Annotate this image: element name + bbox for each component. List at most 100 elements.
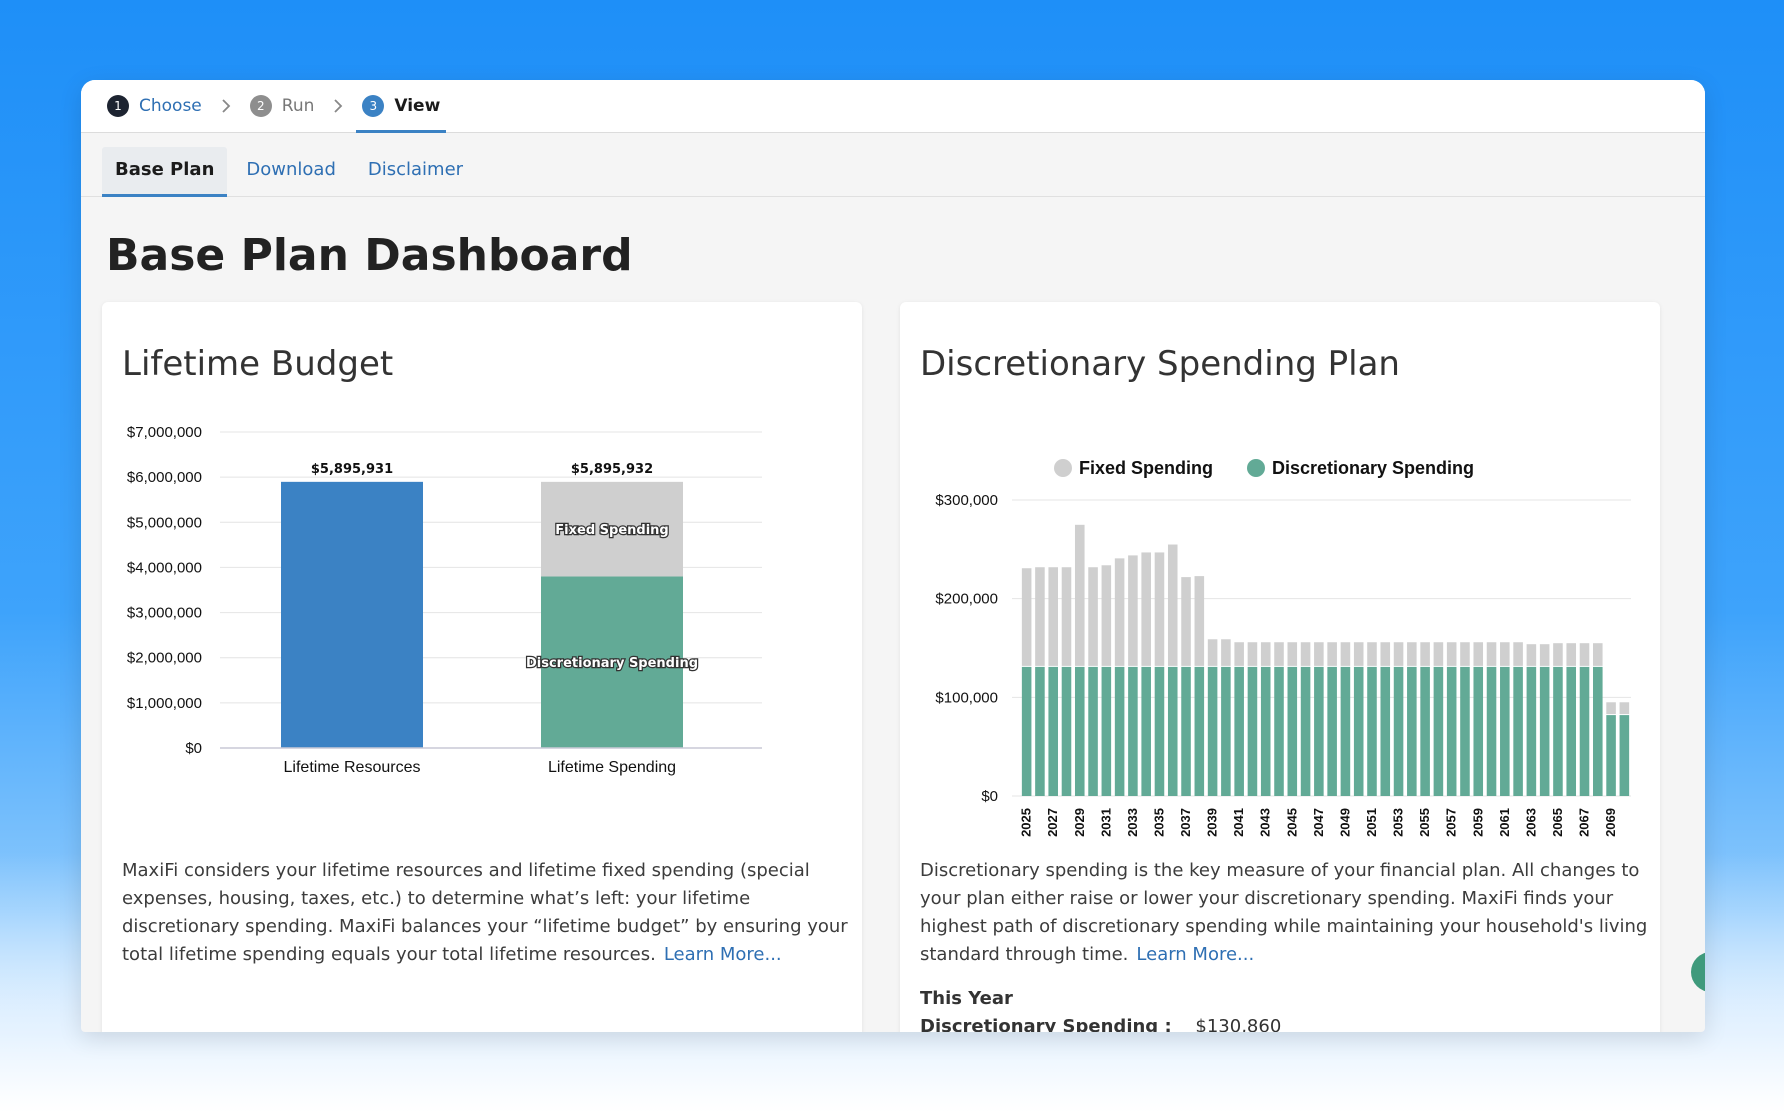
y-tick-label: $0 (185, 740, 202, 757)
x-tick-label: 2051 (1364, 808, 1379, 837)
bar-discretionary (1287, 666, 1298, 796)
bar-discretionary (1367, 666, 1377, 796)
bar-fixed (1446, 642, 1457, 666)
bar-discretionary (1260, 666, 1271, 796)
bar-fixed (1287, 642, 1298, 666)
y-tick-label: $300,000 (935, 492, 998, 509)
bar-fixed (1035, 567, 1045, 666)
y-tick-label: $7,000,000 (127, 424, 202, 441)
bar-discretionary (1181, 666, 1191, 796)
page-title: Base Plan Dashboard (106, 230, 633, 281)
bar-fixed (1619, 702, 1630, 715)
feedback-tab[interactable] (1691, 952, 1705, 992)
bar-fixed (1460, 642, 1470, 666)
bar-discretionary (1433, 666, 1444, 796)
legend-marker (1054, 459, 1072, 477)
legend-label: Fixed Spending (1079, 458, 1213, 478)
lifetime-budget-card: Lifetime Budget $0 $1,000,000 $2,000,000 $3… (102, 302, 862, 1032)
x-tick-label: 2049 (1337, 808, 1352, 837)
step-view[interactable]: 3 View (356, 80, 447, 133)
learn-more-link[interactable]: Learn More... (1136, 944, 1255, 965)
bar-discretionary (1340, 666, 1351, 796)
y-tick-label: $1,000,000 (127, 695, 202, 712)
app-window: 1 Choose 2 Run 3 View Base Plan Download… (81, 80, 1705, 1032)
bar-discretionary (1500, 666, 1510, 796)
bar-fixed (1260, 642, 1271, 666)
x-tick-label: 2025 (1019, 808, 1034, 837)
bar-fixed (1553, 643, 1563, 666)
bar-fixed (1061, 567, 1072, 666)
bar-discretionary (1314, 666, 1324, 796)
bar-fixed (1207, 639, 1218, 666)
bar-discretionary (1553, 666, 1563, 796)
bar-fixed (1367, 642, 1377, 666)
learn-more-link[interactable]: Learn More... (663, 944, 782, 965)
tab-download[interactable]: Download (246, 159, 336, 180)
bar-discretionary (1274, 666, 1284, 796)
bar-discretionary (1300, 666, 1311, 796)
bar-discretionary (1539, 666, 1550, 796)
y-tick-label: $2,000,000 (127, 650, 202, 667)
discretionary-spending-chart: $0 $100,000 $200,000 $300,000 Fixed Spending… (935, 458, 1631, 837)
y-tick-label: $3,000,000 (127, 605, 202, 622)
bar-discretionary (1088, 666, 1098, 796)
x-tick-label: 2069 (1603, 808, 1618, 837)
bar-fixed (1407, 642, 1417, 666)
y-tick-label: $5,000,000 (127, 514, 202, 531)
step-label: Choose (139, 96, 202, 116)
bar-fixed (1181, 577, 1191, 666)
bar-discretionary (1579, 666, 1590, 796)
bar-fixed (1247, 642, 1258, 666)
step-label: Run (281, 96, 315, 116)
x-tick-label: 2053 (1391, 808, 1406, 837)
bar-discretionary (1513, 666, 1523, 796)
step-choose[interactable]: 1 Choose (107, 80, 202, 132)
bar-discretionary (1167, 666, 1178, 796)
bar-fixed (1340, 642, 1351, 666)
bar-fixed (1500, 642, 1510, 666)
bar-fixed (1194, 576, 1205, 666)
x-tick-label: 2065 (1550, 808, 1565, 837)
bar-fixed (1473, 642, 1484, 666)
x-tick-label: 2033 (1125, 808, 1140, 837)
bar-discretionary (1234, 666, 1244, 796)
bar-fixed (1566, 643, 1577, 666)
x-category-label: Lifetime Spending (548, 759, 676, 776)
step-number: 3 (362, 95, 385, 117)
x-tick-label: 2041 (1231, 808, 1246, 837)
bar-discretionary (1380, 666, 1391, 796)
x-tick-label: 2063 (1523, 808, 1538, 837)
discretionary-spending-card: Discretionary Spending Plan $0 $100,000 $2… (900, 302, 1660, 1032)
chevron-right-icon (212, 98, 240, 114)
this-year-heading: This Year (920, 988, 1013, 1009)
x-category-label: Lifetime Resources (284, 759, 421, 776)
x-tick-label: 2029 (1072, 808, 1087, 837)
bar-fixed (1141, 552, 1151, 666)
x-tick-label: 2027 (1045, 808, 1060, 837)
bar-discretionary (1128, 666, 1138, 796)
tab-disclaimer[interactable]: Disclaimer (367, 159, 464, 180)
tab-base-plan[interactable]: Base Plan (102, 147, 228, 197)
step-run[interactable]: 2 Run (249, 80, 315, 132)
step-number: 1 (107, 95, 129, 117)
bar-fixed (1221, 639, 1231, 666)
bar-fixed (1579, 643, 1590, 666)
x-tick-label: 2061 (1497, 808, 1512, 837)
bar-discretionary (1074, 666, 1085, 796)
bar-discretionary (1061, 666, 1072, 796)
x-tick-label: 2067 (1577, 808, 1592, 837)
discretionary-description: Discretionary spending is the key measur… (920, 857, 1650, 969)
this-year-value: $130,860 (1195, 1016, 1282, 1032)
bar-fixed (1327, 642, 1337, 666)
bar-fixed (1154, 552, 1165, 666)
this-year-field-label: Discretionary Spending : (920, 1016, 1172, 1032)
bar-discretionary (1619, 715, 1630, 796)
bar-fixed (1167, 544, 1178, 666)
card-title: Lifetime Budget (122, 344, 394, 384)
bar-discretionary (1460, 666, 1470, 796)
bar-fixed (1353, 642, 1364, 666)
bar-fixed (1433, 642, 1444, 666)
bar-discretionary (1141, 666, 1151, 796)
bar-total-label: $5,895,932 (571, 462, 653, 477)
bar-total-label: $5,895,931 (311, 462, 393, 477)
